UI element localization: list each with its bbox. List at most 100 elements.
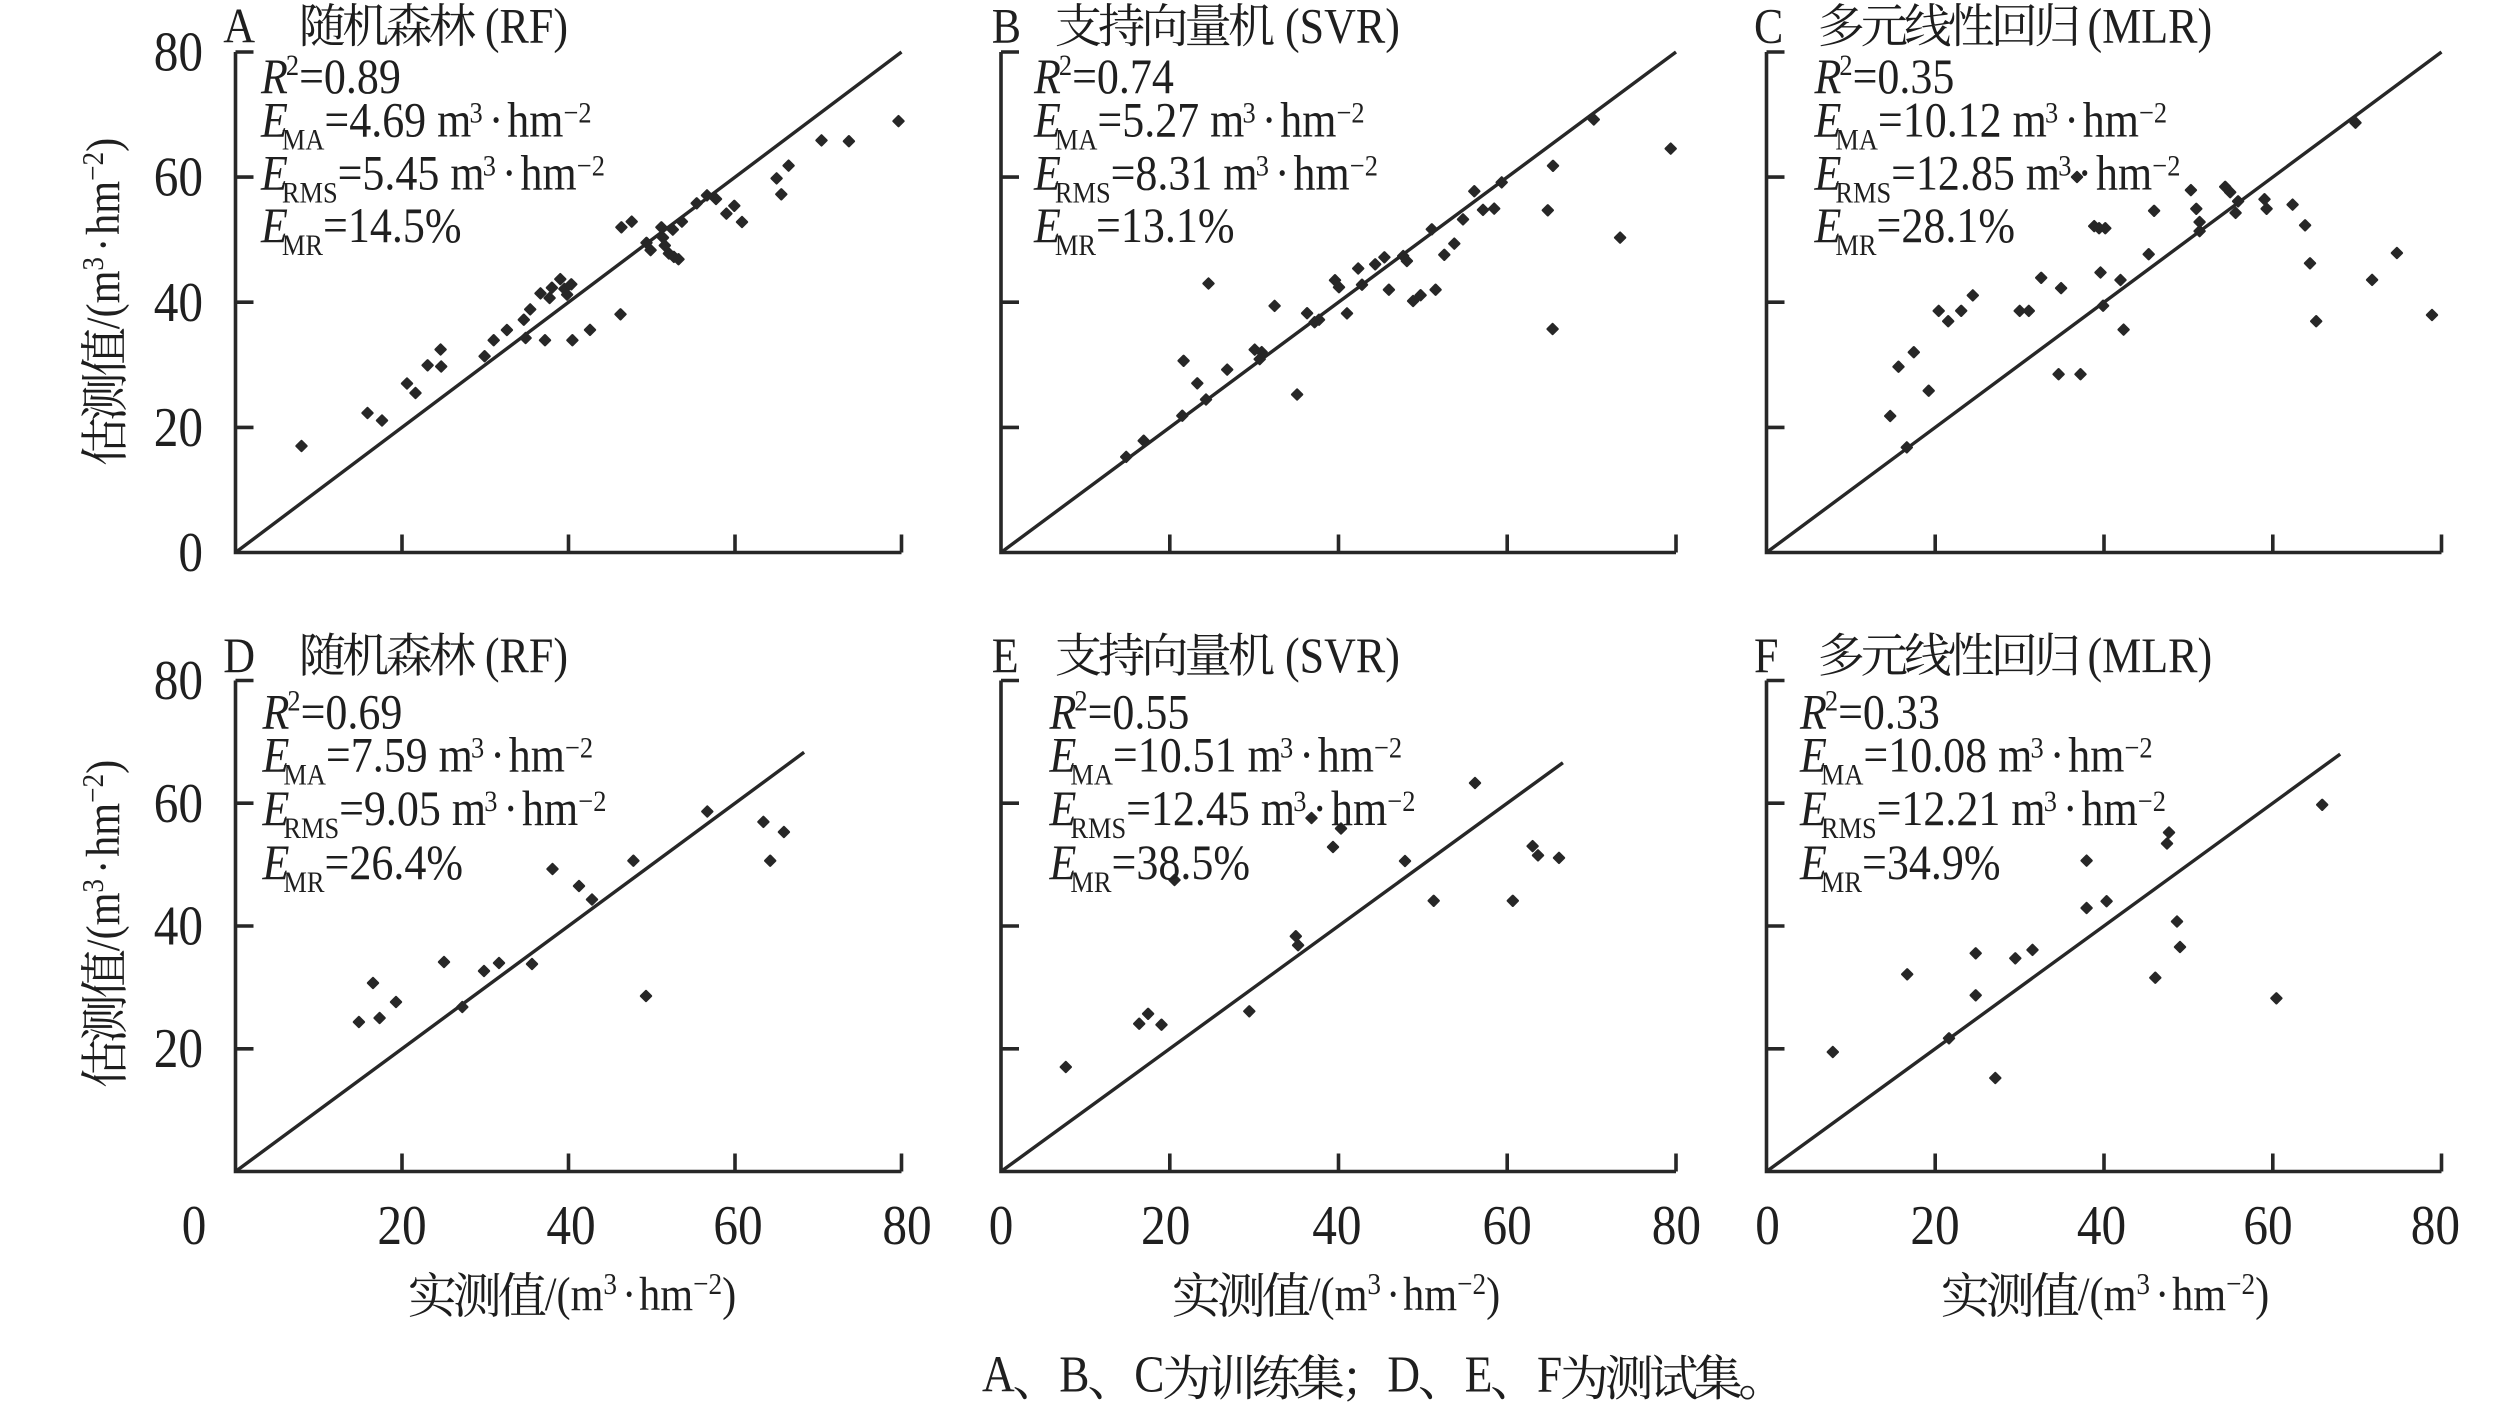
svg-text:·: ·	[2077, 145, 2092, 201]
svg-text:E: E	[262, 780, 290, 836]
svg-text:20: 20	[377, 1195, 426, 1257]
svg-text:B: B	[1059, 1347, 1089, 1403]
svg-text:RMS: RMS	[1821, 812, 1877, 845]
svg-text:80: 80	[882, 1195, 931, 1257]
svg-text:E: E	[1465, 1347, 1493, 1403]
svg-text:hm: hm	[1331, 780, 1387, 836]
svg-text:/(m: /(m	[545, 1268, 604, 1321]
svg-text:MA: MA	[282, 124, 325, 157]
svg-text:·: ·	[1312, 780, 1327, 836]
svg-text:MR: MR	[283, 866, 324, 899]
svg-text:−2: −2	[2138, 785, 2166, 818]
svg-text:hm: hm	[77, 803, 130, 857]
svg-text:−2: −2	[75, 774, 110, 803]
svg-text:=38.5%: =38.5%	[1112, 834, 1251, 890]
svg-text:3: 3	[603, 1266, 617, 1301]
svg-text:hm: hm	[521, 145, 577, 201]
svg-text:E: E	[260, 197, 288, 253]
svg-text:3: 3	[75, 257, 110, 271]
svg-text:MA: MA	[283, 759, 326, 792]
svg-text:−2: −2	[1337, 97, 1365, 130]
svg-text:F: F	[1754, 627, 1779, 683]
svg-text:=0.69: =0.69	[301, 684, 403, 740]
svg-text:E: E	[260, 145, 288, 201]
svg-text:60: 60	[713, 1195, 762, 1257]
svg-text:2: 2	[1074, 685, 1087, 718]
svg-text:2: 2	[1825, 685, 1838, 718]
svg-text:=14.5%: =14.5%	[323, 197, 462, 253]
svg-text:E: E	[1814, 197, 1842, 253]
svg-text:B: B	[992, 0, 1021, 54]
svg-text:3: 3	[2044, 785, 2057, 818]
svg-text:·: ·	[622, 1268, 636, 1321]
svg-text:40: 40	[154, 272, 203, 334]
svg-text:40: 40	[2077, 1195, 2126, 1257]
svg-text:=10.51 m: =10.51 m	[1113, 727, 1282, 783]
svg-text:−2: −2	[565, 732, 593, 765]
svg-text:·: ·	[489, 92, 504, 148]
svg-text:R: R	[260, 48, 288, 104]
svg-text:3: 3	[2058, 150, 2071, 183]
svg-text:3: 3	[1280, 732, 1293, 765]
svg-text:·: ·	[2050, 727, 2065, 783]
svg-text:(SVR): (SVR)	[1285, 0, 1400, 54]
svg-text:·: ·	[2063, 780, 2078, 836]
svg-text:=5.27 m: =5.27 m	[1097, 92, 1244, 148]
svg-text:A: A	[223, 0, 255, 54]
svg-text:hm: hm	[1294, 145, 1350, 201]
svg-text:=0.74: =0.74	[1072, 48, 1174, 104]
svg-text:2: 2	[287, 685, 300, 718]
svg-text:−2: −2	[2226, 1266, 2255, 1301]
svg-text:hm: hm	[507, 92, 563, 148]
svg-text:3: 3	[1293, 785, 1306, 818]
svg-text:hm: hm	[2082, 780, 2138, 836]
svg-text:=0.35: =0.35	[1853, 48, 1955, 104]
svg-text:R: R	[1799, 684, 1827, 740]
svg-text:E: E	[1033, 92, 1061, 148]
svg-text:RMS: RMS	[1070, 812, 1126, 845]
svg-text:=28.1%: =28.1%	[1877, 197, 2016, 253]
svg-text:=9.05 m: =9.05 m	[339, 780, 486, 836]
svg-text:3: 3	[471, 732, 484, 765]
svg-text:=5.45 m: =5.45 m	[338, 145, 485, 201]
svg-text:/(m: /(m	[77, 893, 130, 952]
svg-text:C: C	[1754, 0, 1783, 54]
svg-text:MA: MA	[1070, 759, 1113, 792]
svg-text:80: 80	[2411, 1195, 2460, 1257]
svg-text:2: 2	[1059, 49, 1072, 82]
svg-text:): )	[722, 1268, 736, 1321]
svg-text:E: E	[1799, 727, 1827, 783]
svg-text:60: 60	[154, 773, 203, 835]
svg-text:−2: −2	[75, 152, 110, 181]
svg-text:0: 0	[178, 522, 203, 584]
svg-text:−2: −2	[2125, 732, 2153, 765]
svg-text:MA: MA	[1821, 759, 1864, 792]
svg-text:hm: hm	[77, 181, 130, 235]
svg-text:R: R	[262, 684, 290, 740]
svg-text:3: 3	[2136, 1266, 2150, 1301]
svg-text:=0.55: =0.55	[1088, 684, 1190, 740]
svg-text:MA: MA	[1055, 124, 1098, 157]
svg-text:D: D	[1387, 1347, 1420, 1403]
svg-text:hm: hm	[1280, 92, 1336, 148]
svg-text:(MLR): (MLR)	[2088, 0, 2213, 54]
svg-text:MR: MR	[1055, 229, 1096, 262]
svg-text:MR: MR	[1070, 866, 1111, 899]
svg-text:): )	[77, 138, 130, 152]
svg-text:·: ·	[1299, 727, 1314, 783]
svg-text:hm: hm	[1318, 727, 1374, 783]
svg-text:80: 80	[154, 650, 203, 712]
svg-text:20: 20	[154, 1018, 203, 1080]
svg-text:·: ·	[77, 860, 130, 874]
svg-text:R: R	[1033, 48, 1061, 104]
svg-text:=10.08 m: =10.08 m	[1863, 727, 2032, 783]
svg-text:80: 80	[154, 22, 203, 84]
svg-text:3: 3	[484, 785, 497, 818]
svg-text:=7.59 m: =7.59 m	[326, 727, 473, 783]
svg-text:E: E	[260, 92, 288, 148]
svg-text:3: 3	[2045, 97, 2058, 130]
svg-text:E: E	[992, 627, 1019, 683]
svg-text:·: ·	[2064, 92, 2079, 148]
svg-text:=12.85 m: =12.85 m	[1891, 145, 2060, 201]
svg-text:MR: MR	[282, 229, 323, 262]
